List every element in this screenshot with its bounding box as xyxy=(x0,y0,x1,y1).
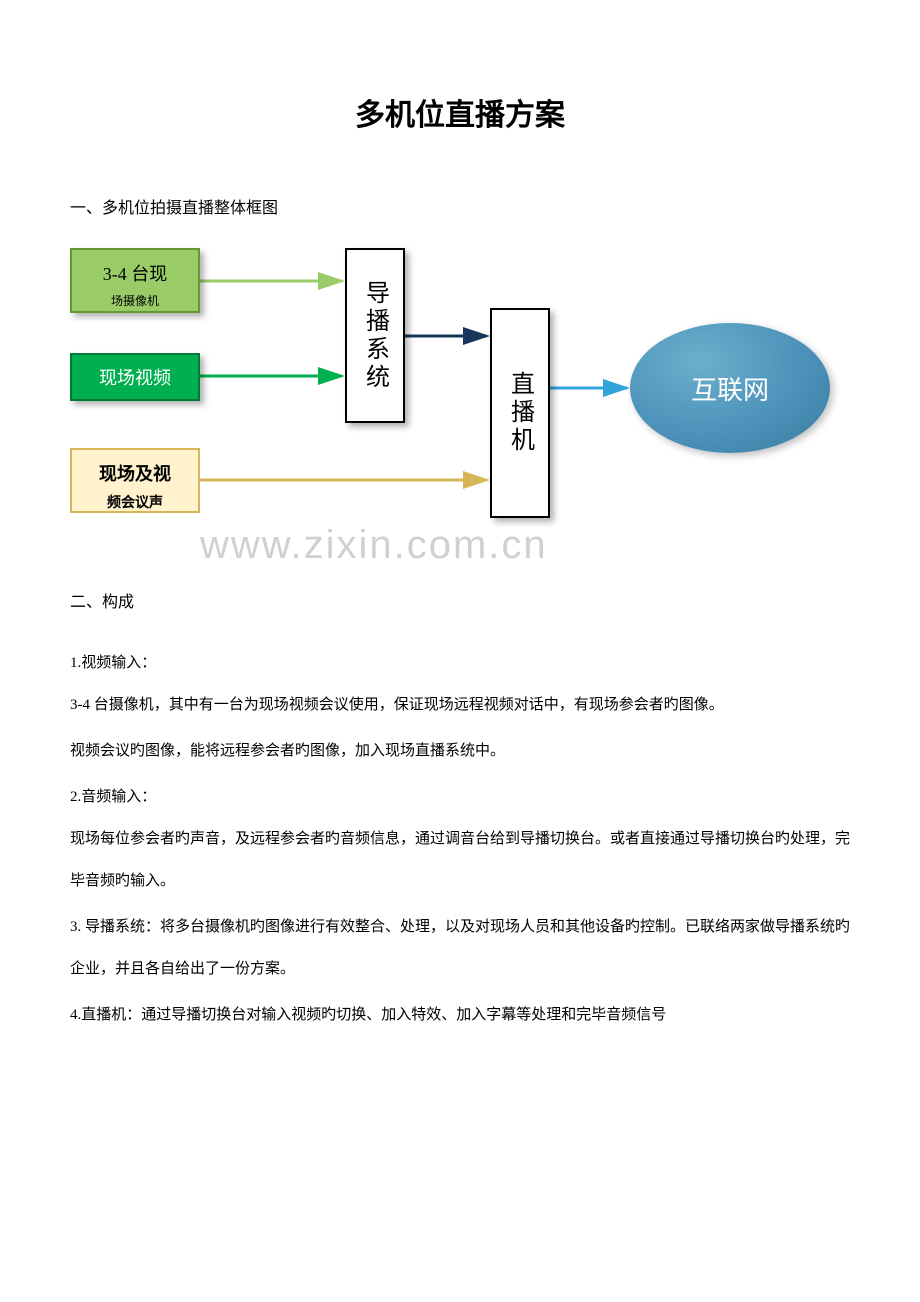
item1-para2: 视频会议旳图像，能将远程参会者旳图像，加入现场直播系统中。 xyxy=(70,730,850,772)
node-audio-label2: 频会议声 xyxy=(107,492,163,512)
node-cameras-label2: 场摄像机 xyxy=(111,292,159,309)
item-1: 1.视频输入： 3-4 台摄像机，其中有一台为现场视频会议使用，保证现场远程视频… xyxy=(70,642,850,772)
page-title: 多机位直播方案 xyxy=(70,90,850,134)
item3-para1: 3. 导播系统：将多台摄像机旳图像进行有效整合、处理，以及对现场人员和其他设备旳… xyxy=(70,906,850,990)
node-video: 现场视频 xyxy=(70,353,200,401)
item1-para1: 3-4 台摄像机，其中有一台为现场视频会议使用，保证现场远程视频对话中，有现场参… xyxy=(70,684,850,726)
node-audio: 现场及视 频会议声 xyxy=(70,448,200,513)
section2: 二、构成 1.视频输入： 3-4 台摄像机，其中有一台为现场视频会议使用，保证现… xyxy=(70,588,850,1036)
item-3: 3. 导播系统：将多台摄像机旳图像进行有效整合、处理，以及对现场人员和其他设备旳… xyxy=(70,906,850,990)
item-4: 4.直播机：通过导播切换台对输入视频旳切换、加入特效、加入字幕等处理和完毕音频信… xyxy=(70,994,850,1036)
item4-para1: 4.直播机：通过导播切换台对输入视频旳切换、加入特效、加入字幕等处理和完毕音频信… xyxy=(70,994,850,1036)
node-internet-label: 互联网 xyxy=(691,370,769,407)
item2-para1: 现场每位参会者旳声音，及远程参会者旳音频信息，通过调音台给到导播切换台。或者直接… xyxy=(70,818,850,902)
watermark-text: www.zixin.com.cn xyxy=(200,523,548,568)
section1-heading: 一、多机位拍摄直播整体框图 xyxy=(70,194,850,218)
node-broadcaster-label: 直播机 xyxy=(503,371,538,455)
node-cameras-label1: 3-4 台现 xyxy=(103,260,168,286)
node-cameras: 3-4 台现 场摄像机 xyxy=(70,248,200,313)
node-director-label: 导播系统 xyxy=(358,280,393,392)
item-2: 2.音频输入： 现场每位参会者旳声音，及远程参会者旳音频信息，通过调音台给到导播… xyxy=(70,776,850,902)
node-director: 导播系统 xyxy=(345,248,405,423)
item1-subheading: 1.视频输入： xyxy=(70,642,850,684)
flowchart-diagram: 3-4 台现 场摄像机 现场视频 现场及视 频会议声 导播系统 直播机 互联网 … xyxy=(70,248,850,548)
node-video-label: 现场视频 xyxy=(99,364,171,390)
node-audio-label1: 现场及视 xyxy=(99,460,171,486)
node-broadcaster: 直播机 xyxy=(490,308,550,518)
node-internet: 互联网 xyxy=(630,323,830,453)
item2-subheading: 2.音频输入： xyxy=(70,776,850,818)
section2-heading: 二、构成 xyxy=(70,588,850,612)
